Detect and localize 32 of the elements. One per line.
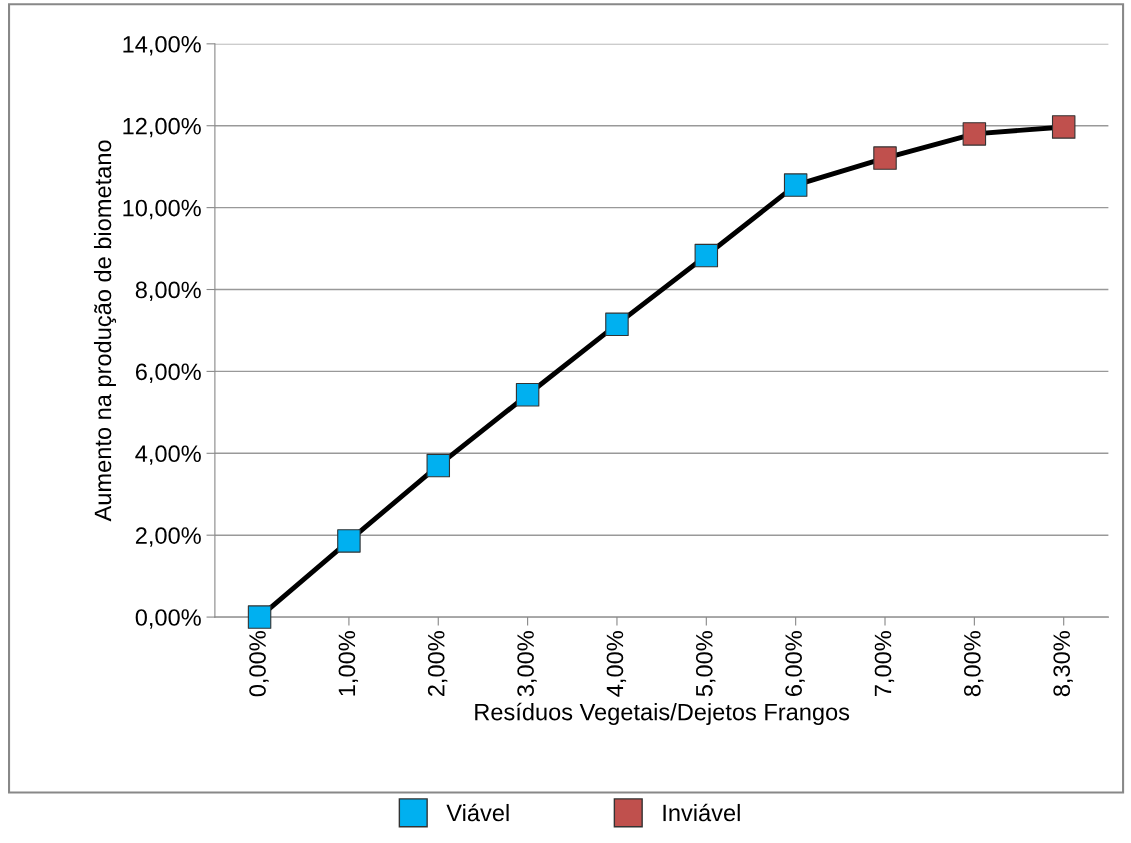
point: [337, 529, 361, 553]
legend-label: Viável: [446, 803, 509, 822]
y-tick-label: 12,00%: [123, 117, 201, 138]
point: [783, 173, 808, 197]
point: [605, 312, 629, 337]
y-tick-label: 14,00%: [123, 35, 201, 56]
x-tick-label: 8,30%: [1053, 631, 1073, 697]
y-axis-title: Aumento na produção de biometano: [93, 140, 117, 522]
x-tick-label: 6,00%: [785, 631, 805, 697]
point: [694, 243, 719, 268]
y-tick-label: 10,00%: [123, 199, 201, 220]
point: [426, 453, 451, 478]
x-tick-label: 5,00%: [695, 631, 716, 697]
x-tick-label: 4,00%: [606, 631, 627, 697]
y-tick-label: 0,00%: [135, 609, 201, 629]
x-tick-label: 2,00%: [427, 631, 448, 697]
x-tick-label: 0,00%: [249, 631, 269, 697]
y-tick-label: 2,00%: [135, 527, 201, 547]
x-tick-label: 1,00%: [338, 631, 359, 696]
legend-label: Inviável: [663, 803, 740, 822]
x-tick-label: 3,00%: [517, 631, 537, 697]
y-tick-label: 6,00%: [135, 363, 201, 383]
point: [873, 146, 897, 170]
point: [247, 605, 272, 629]
y-tick-label: 8,00%: [135, 281, 201, 302]
y-tick-label: 4,00%: [135, 445, 201, 465]
x-tick-label: 7,00%: [874, 631, 895, 697]
point: [515, 382, 540, 407]
x-tick-label: 8,00%: [963, 631, 984, 697]
point: [1051, 115, 1076, 139]
point: [962, 122, 987, 146]
x-axis-title: Resíduos Vegetais/Dejetos Frangos: [475, 702, 850, 726]
